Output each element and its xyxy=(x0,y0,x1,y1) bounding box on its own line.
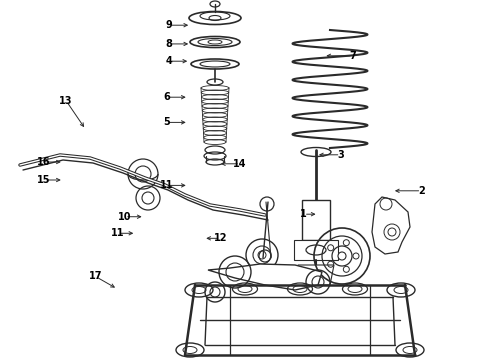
Text: 6: 6 xyxy=(163,92,170,102)
Polygon shape xyxy=(372,197,410,254)
Polygon shape xyxy=(298,265,334,285)
Text: 2: 2 xyxy=(418,186,425,196)
Text: 10: 10 xyxy=(118,212,132,222)
Text: 8: 8 xyxy=(166,39,172,49)
Text: 14: 14 xyxy=(233,159,247,169)
Text: 3: 3 xyxy=(337,150,344,160)
Text: 15: 15 xyxy=(37,175,51,185)
Text: 5: 5 xyxy=(163,117,170,127)
Text: 17: 17 xyxy=(89,271,102,282)
Text: 11: 11 xyxy=(160,180,173,190)
Text: 13: 13 xyxy=(59,96,73,106)
Text: 7: 7 xyxy=(349,51,356,61)
Polygon shape xyxy=(302,200,330,240)
Text: 11: 11 xyxy=(111,228,124,238)
Circle shape xyxy=(338,252,346,260)
Polygon shape xyxy=(294,240,338,260)
Text: 16: 16 xyxy=(37,157,51,167)
Text: 4: 4 xyxy=(166,56,172,66)
Text: 9: 9 xyxy=(166,20,172,30)
Text: 12: 12 xyxy=(214,233,227,243)
Polygon shape xyxy=(208,264,322,290)
Text: 1: 1 xyxy=(300,209,307,219)
